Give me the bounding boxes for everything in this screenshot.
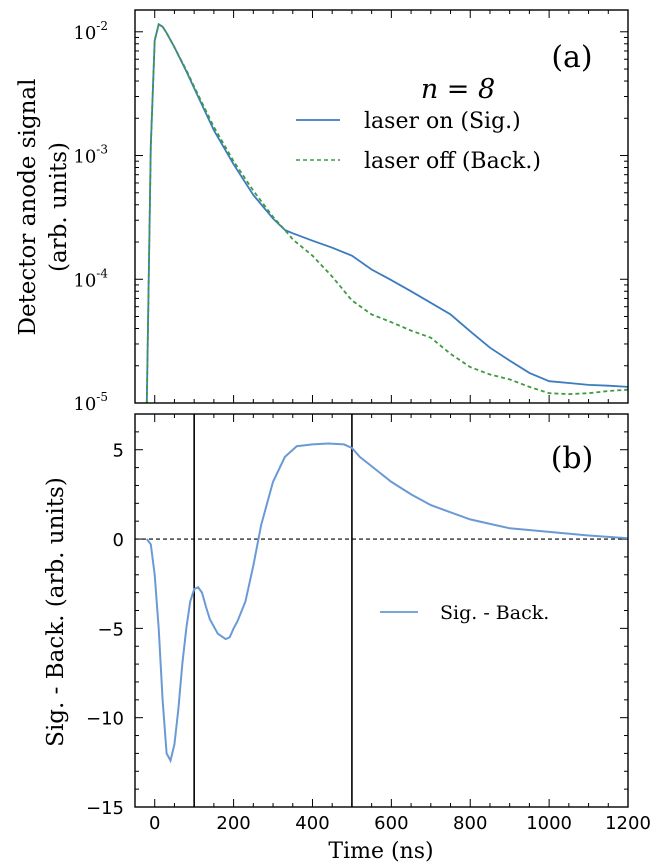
x-axis-label: Time (ns) <box>328 839 433 864</box>
panel-a-label: (a) <box>551 40 592 75</box>
panel-a-ytick-label: 10-2 <box>73 19 108 44</box>
panel-a: 10-5 10-4 10-3 10-2 (a) n = 8 laser on (Sig… <box>15 9 629 415</box>
panel-a-series-sig <box>145 22 629 404</box>
panel-b-ytick-label: −5 <box>97 619 124 640</box>
panel-a-frame <box>134 9 629 404</box>
panel-a-ticks: 10-5 10-4 10-3 10-2 <box>73 10 629 415</box>
panel-b-ytick-label: −15 <box>86 798 124 819</box>
legend-b: Sig. - Back. <box>380 602 549 624</box>
panel-b-ytick-label: −10 <box>86 709 124 730</box>
panel-b-ytick-label: 5 <box>113 441 124 462</box>
legend-a: laser on (Sig.) laser off (Back.) <box>296 109 541 174</box>
panel-a-ylabel-line1: Detector anode signal <box>15 79 41 336</box>
panel-a-ytick-label: 10-3 <box>73 143 108 168</box>
panel-b-ticks: 0 200 400 600 800 1000 1200 −15 −10 −5 0 5 <box>86 413 651 834</box>
panel-b-label: (b) <box>551 441 594 476</box>
panel-b-xtick-label: 1000 <box>526 813 572 834</box>
legend-b-label: Sig. - Back. <box>440 602 549 624</box>
panel-a-annotation: n = 8 <box>421 74 495 105</box>
panel-a-series <box>145 22 629 404</box>
panel-a-series-back <box>145 22 629 404</box>
panel-b-xtick-label: 800 <box>453 813 487 834</box>
panel-b-xtick-label: 200 <box>216 813 250 834</box>
panel-a-ytick-label: 10-4 <box>73 266 108 291</box>
vertical-markers <box>193 414 353 807</box>
panel-b-series-difference <box>145 442 629 764</box>
panel-b-series <box>145 442 629 764</box>
panel-b-xtick-label: 1200 <box>605 813 651 834</box>
panel-b: 0 200 400 600 800 1000 1200 −15 −10 −5 0 5 (b) Sig.… <box>43 413 651 864</box>
panel-b-xtick-label: 0 <box>149 813 160 834</box>
panel-b-ytick-label: 0 <box>113 530 124 551</box>
panel-a-ytick-label: 10-5 <box>73 390 108 415</box>
panel-a-ylabel-line2: (arb. units) <box>46 142 72 272</box>
legend-a-back-label: laser off (Back.) <box>364 149 541 174</box>
panel-b-xtick-label: 600 <box>374 813 408 834</box>
panel-b-xtick-label: 400 <box>295 813 329 834</box>
legend-a-sig-label: laser on (Sig.) <box>364 109 521 134</box>
panel-b-ylabel: Sig. - Back. (arb. units) <box>43 477 69 747</box>
panel-b-frame <box>134 413 629 808</box>
